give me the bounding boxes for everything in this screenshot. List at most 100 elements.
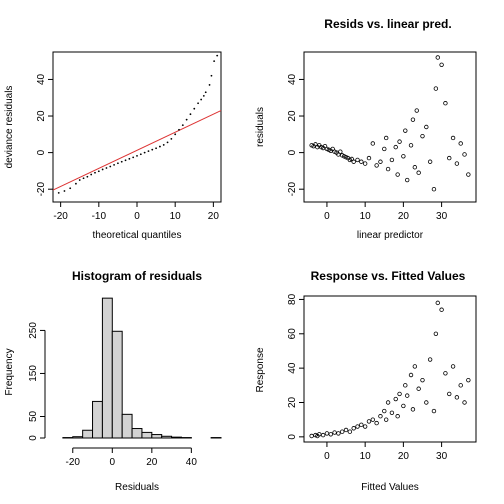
data-point [338,149,343,154]
data-point [90,173,93,176]
y-tick-label: 0 [287,149,298,155]
histogram-bar [82,429,94,439]
data-point [378,414,383,419]
data-point [69,187,72,190]
data-point [382,146,387,152]
data-point [403,128,408,133]
response-vs-fitted-panel: Response vs. Fitted Values 0 10 20 30 0 20 40… [255,269,477,493]
data-point [401,154,406,159]
data-point [362,424,368,429]
y-tick-label: 0 [36,149,47,155]
data-point [427,357,433,362]
data-point [113,163,115,166]
data-point [162,144,165,146]
data-point [462,400,467,405]
data-point [439,307,444,312]
data-point [408,372,414,378]
data-point [454,395,460,400]
panel-title: Resids vs. linear pred. [324,17,451,31]
y-tick-label: -20 [287,182,298,197]
x-tick-label: 20 [208,211,220,222]
data-point [193,107,196,110]
data-point [424,124,429,130]
data-point [454,161,460,166]
data-point [132,156,135,159]
y-axis: -20 0 20 40 [287,73,304,196]
y-axis-label: deviance residuals [4,86,15,169]
x-tick-label: 40 [186,457,198,468]
data-point [139,153,142,156]
data-point [397,139,402,144]
data-point [410,117,416,122]
reference-line [52,110,222,191]
data-point [197,102,199,105]
data-point [324,431,330,436]
data-point [408,143,414,148]
x-axis: 0 10 20 30 [324,202,448,222]
data-point [216,54,219,57]
data-point [136,155,138,157]
y-tick-label: -20 [36,182,47,197]
residuals-vs-linear-predictor-panel: Resids vs. linear pred. 0 10 20 30 -20 0 20 40… [255,17,477,241]
histogram-bars [62,297,222,439]
data-point [128,157,131,160]
y-tick-label: 150 [28,365,39,382]
x-tick-label: 0 [110,457,116,468]
data-point [170,137,173,140]
data-point [450,364,456,369]
data-point [332,430,337,435]
data-point [447,155,452,161]
data-point [366,155,372,161]
data-point [405,177,410,183]
data-point [155,147,157,150]
x-tick-label: 10 [360,211,372,222]
data-point [75,182,77,185]
x-axis-label: Residuals [115,482,159,493]
data-point [78,179,81,181]
x-tick-label: 20 [146,457,158,468]
data-point [433,86,439,91]
data-point [359,159,364,164]
y-tick-label: 0 [28,435,39,441]
x-axis: -20 -10 0 10 20 [53,202,219,222]
histogram-bar [151,434,163,439]
y-tick-label: 20 [287,396,298,408]
x-tick-label: 20 [398,451,410,462]
data-point [416,170,421,175]
data-point [412,364,418,369]
data-point [97,170,100,173]
data-point [120,160,123,163]
x-tick-label: -20 [66,457,81,468]
y-tick-label: 40 [287,362,298,374]
histogram-bar [161,435,173,439]
data-point [389,157,395,163]
plot-frame [303,51,477,203]
data-point [351,159,356,164]
data-point [431,186,437,192]
x-tick-label: 20 [398,211,410,222]
x-axis: 0 10 20 30 [324,442,448,462]
data-points [57,54,219,194]
y-axis-label: residuals [255,107,266,147]
histogram-bar [111,330,123,439]
data-point [109,165,112,168]
data-point [370,141,375,146]
data-point [385,166,391,172]
data-point [210,74,213,77]
data-point [366,419,372,424]
y-tick-label: 60 [287,328,298,340]
y-tick-label: 80 [287,293,298,305]
y-tick-label: 50 [28,410,39,422]
data-point [395,172,400,177]
data-point [340,429,345,434]
histogram-bar [121,413,133,439]
x-axis: -20 0 20 40 [66,447,198,468]
data-point [443,101,448,106]
data-point [393,396,398,402]
data-point [355,424,360,429]
data-point [200,98,203,101]
data-point [174,133,177,136]
y-axis-label: Frequency [4,348,15,395]
y-tick-label: 0 [287,434,298,440]
data-point [416,386,421,391]
